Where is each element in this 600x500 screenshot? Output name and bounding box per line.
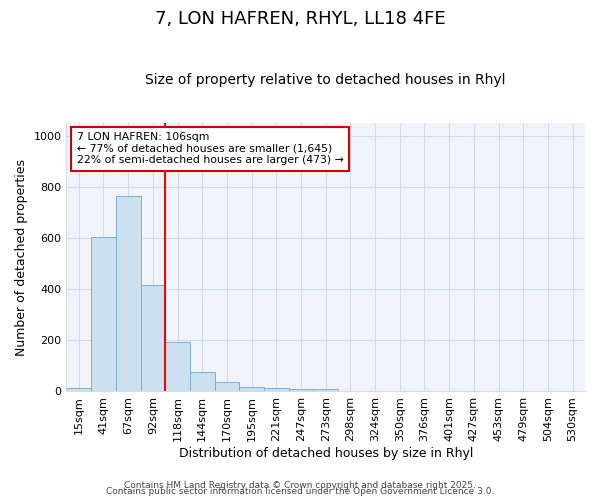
X-axis label: Distribution of detached houses by size in Rhyl: Distribution of detached houses by size … — [179, 447, 473, 460]
Bar — [190, 372, 215, 392]
Bar — [116, 196, 140, 392]
Bar — [140, 286, 165, 392]
Bar — [67, 388, 91, 392]
Text: 7 LON HAFREN: 106sqm
← 77% of detached houses are smaller (1,645)
22% of semi-de: 7 LON HAFREN: 106sqm ← 77% of detached h… — [77, 132, 344, 166]
Bar — [239, 387, 264, 392]
Bar — [165, 342, 190, 392]
Bar — [289, 389, 313, 392]
Bar — [313, 389, 338, 392]
Bar — [215, 382, 239, 392]
Text: 7, LON HAFREN, RHYL, LL18 4FE: 7, LON HAFREN, RHYL, LL18 4FE — [155, 10, 445, 28]
Bar — [264, 388, 289, 392]
Bar — [91, 236, 116, 392]
Text: Contains HM Land Registry data © Crown copyright and database right 2025.: Contains HM Land Registry data © Crown c… — [124, 481, 476, 490]
Title: Size of property relative to detached houses in Rhyl: Size of property relative to detached ho… — [145, 73, 506, 87]
Text: Contains public sector information licensed under the Open Government Licence 3.: Contains public sector information licen… — [106, 487, 494, 496]
Y-axis label: Number of detached properties: Number of detached properties — [15, 158, 28, 356]
